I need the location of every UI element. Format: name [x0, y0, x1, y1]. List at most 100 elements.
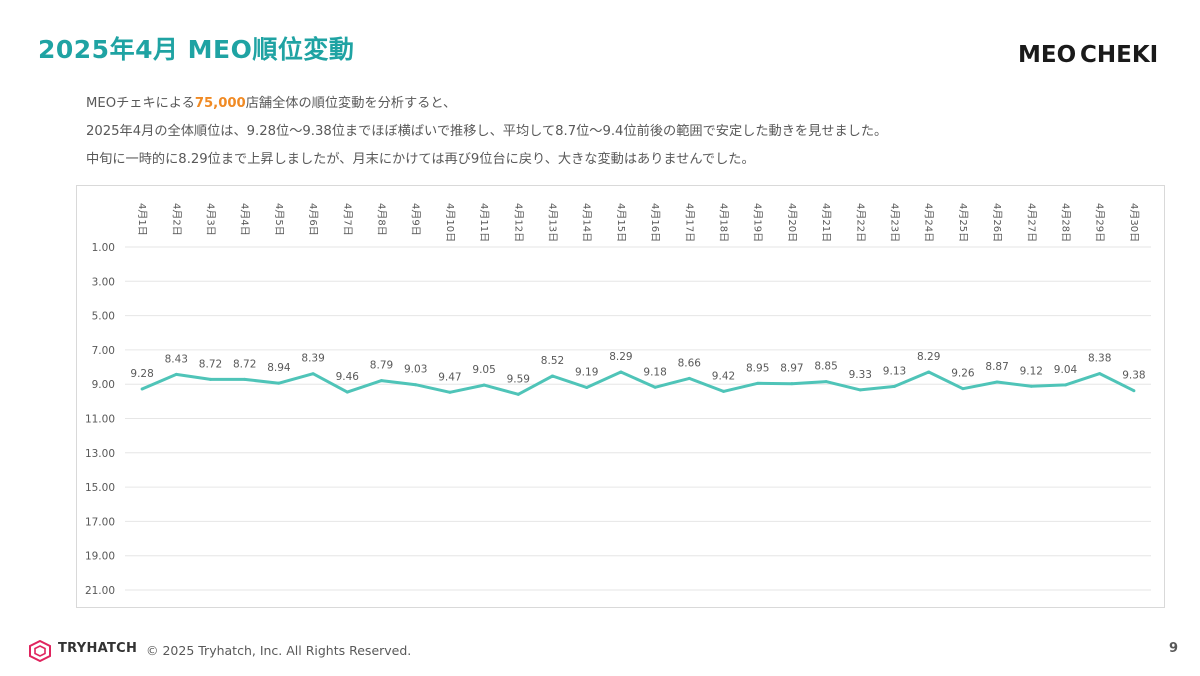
data-label: 8.39 — [301, 353, 324, 365]
y-tick-label: 19.00 — [85, 551, 115, 563]
meo-cheki-logo: MEO CHEKI — [1018, 42, 1158, 68]
x-tick-label: 4月20日 — [786, 203, 798, 242]
store-count: 75,000 — [194, 96, 246, 111]
tryhatch-logo-icon — [29, 640, 51, 662]
x-tick-label: 4月28日 — [1060, 203, 1072, 242]
intro-line-1: MEOチェキによる75,000店舗全体の順位変動を分析すると、 — [86, 96, 457, 111]
x-tick-label: 4月18日 — [718, 203, 730, 242]
data-point — [345, 390, 349, 394]
x-tick-label: 4月23日 — [889, 203, 901, 242]
y-tick-label: 21.00 — [85, 585, 115, 597]
data-point — [209, 377, 212, 381]
data-label: 8.72 — [233, 358, 256, 370]
x-tick-label: 4月8日 — [376, 203, 388, 236]
data-label: 9.04 — [1054, 364, 1078, 376]
y-tick-label: 7.00 — [92, 345, 115, 357]
x-tick-label: 4月4日 — [239, 203, 251, 236]
data-point — [140, 387, 144, 391]
x-tick-label: 4月30日 — [1128, 203, 1140, 242]
data-label: 8.95 — [746, 362, 769, 374]
data-label: 8.52 — [541, 355, 564, 367]
footer-company: TRYHATCH — [58, 641, 138, 656]
data-label: 8.97 — [780, 363, 803, 375]
data-label: 9.46 — [336, 371, 360, 383]
data-label: 9.42 — [712, 370, 735, 382]
data-label: 8.79 — [370, 360, 393, 372]
data-point — [414, 383, 418, 387]
data-point — [961, 387, 965, 391]
x-tick-label: 4月6日 — [307, 203, 319, 236]
data-label: 9.33 — [849, 369, 872, 381]
intro-line-3: 中旬に一時的に8.29位まで上昇しましたが、月末にかけては再び9位台に戻り、大き… — [86, 152, 755, 167]
y-tick-label: 5.00 — [92, 311, 115, 323]
data-point — [311, 372, 315, 376]
x-tick-label: 4月14日 — [581, 203, 593, 242]
data-point — [551, 374, 554, 378]
series-line — [141, 370, 1135, 396]
y-tick-label: 3.00 — [92, 276, 115, 288]
data-label: 8.66 — [678, 357, 702, 369]
y-tick-label: 15.00 — [85, 482, 115, 494]
data-point — [1064, 383, 1067, 387]
page-number: 9 — [1169, 641, 1179, 656]
x-tick-label: 4月7日 — [341, 203, 353, 236]
data-label: 8.38 — [1088, 353, 1111, 365]
x-tick-label: 4月16日 — [649, 203, 661, 242]
intro-line-2: 2025年4月の全体順位は、9.28位〜9.38位までほぼ横ばいで推移し、平均し… — [86, 124, 888, 139]
data-point — [893, 384, 896, 388]
data-label: 8.29 — [609, 351, 632, 363]
brand-text-left: MEO — [1018, 42, 1076, 68]
x-tick-label: 4月13日 — [547, 203, 559, 242]
data-label: 9.28 — [130, 368, 153, 380]
rank-chart-svg: 1.00 3.00 5.00 7.00 9.00 11.00 13.00 15.00 17.00… — [85, 203, 1151, 597]
x-tick-label: 4月1日 — [136, 203, 148, 236]
data-point — [927, 370, 931, 374]
page-title: 2025年4月 MEO順位変動 — [38, 35, 355, 64]
brand-text-right: CHEKI — [1080, 42, 1158, 68]
data-point — [824, 380, 828, 384]
data-label: 9.47 — [438, 371, 461, 383]
data-label: 8.72 — [199, 358, 222, 370]
data-point — [619, 370, 623, 374]
data-point — [482, 383, 486, 387]
x-tick-label: 4月10日 — [444, 203, 456, 242]
data-label: 9.38 — [1122, 370, 1145, 382]
data-point — [790, 382, 794, 386]
x-tick-label: 4月9日 — [410, 203, 422, 236]
data-label: 9.18 — [643, 366, 666, 378]
y-tick-label: 13.00 — [85, 448, 115, 460]
y-tick-label: 9.00 — [92, 379, 115, 391]
data-label: 9.03 — [404, 364, 427, 376]
x-tick-label: 4月24日 — [923, 203, 935, 242]
data-label: 8.94 — [267, 362, 291, 374]
data-point — [243, 377, 247, 381]
data-point — [516, 392, 520, 396]
data-label: 9.59 — [507, 373, 530, 385]
x-tick-label: 4月11日 — [478, 203, 490, 242]
data-label: 9.13 — [883, 365, 906, 377]
data-point — [756, 381, 760, 385]
data-point — [858, 388, 862, 392]
intro-text: MEOチェキによる75,000店舗全体の順位変動を分析すると、 2025年4月の… — [86, 90, 887, 174]
data-label: 9.26 — [951, 368, 975, 380]
x-tick-label: 4月5日 — [273, 203, 285, 236]
x-tick-label: 4月22日 — [854, 203, 866, 242]
x-tick-label: 4月29日 — [1094, 203, 1106, 242]
data-point — [448, 390, 452, 394]
x-tick-label: 4月12日 — [512, 203, 524, 242]
y-tick-label: 1.00 — [92, 242, 115, 254]
data-point — [722, 389, 725, 393]
data-point — [653, 385, 657, 389]
x-tick-label: 4月19日 — [752, 203, 764, 242]
data-label: 9.05 — [472, 364, 495, 376]
data-label: 8.43 — [165, 353, 188, 365]
x-tick-label: 4月27日 — [1025, 203, 1037, 242]
data-label: 8.85 — [814, 361, 837, 373]
data-point — [687, 376, 691, 380]
copyright: © 2025 Tryhatch, Inc. All Rights Reserve… — [146, 643, 412, 658]
data-point — [174, 372, 178, 376]
x-tick-label: 4月21日 — [820, 203, 832, 242]
data-point — [277, 381, 281, 385]
data-label: 8.87 — [985, 361, 1008, 373]
data-label: 9.19 — [575, 366, 598, 378]
